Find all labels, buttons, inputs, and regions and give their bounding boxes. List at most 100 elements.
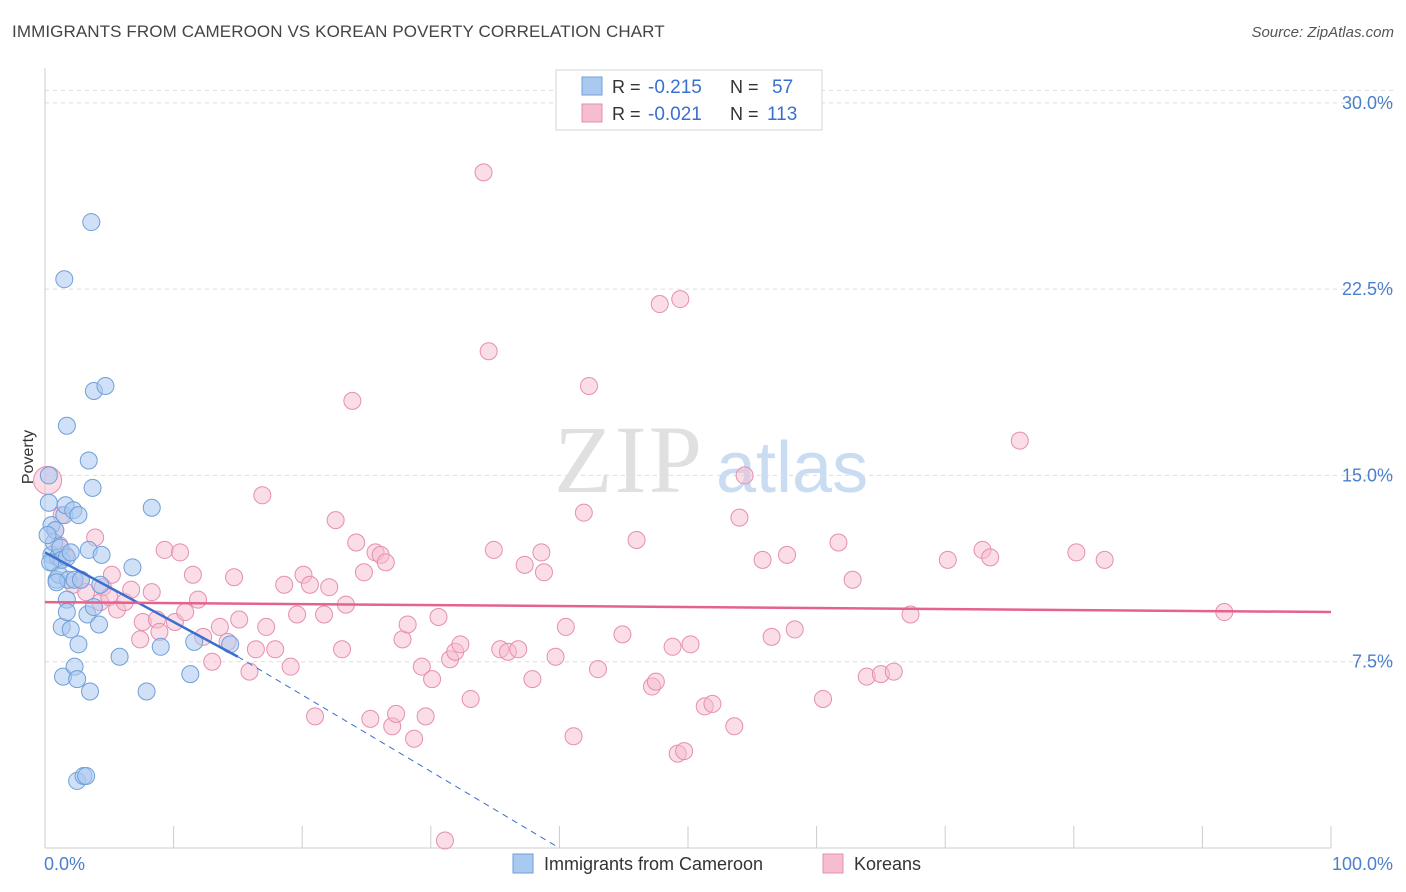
koreans-points: [33, 163, 1234, 850]
korean-point: [423, 670, 442, 689]
legend-n-label: N =: [730, 77, 759, 97]
cameroon-point: [110, 647, 129, 666]
korean-point: [210, 617, 229, 636]
korean-point: [981, 548, 1000, 567]
y-tick-label: 30.0%: [1342, 93, 1393, 113]
legend-r-label: R =: [612, 104, 641, 124]
legend-blue-swatch: [581, 76, 603, 96]
cameroon-point: [90, 615, 109, 634]
cameroon-point: [61, 620, 80, 639]
korean-point: [901, 605, 920, 624]
korean-point: [574, 503, 593, 522]
watermark-zip: ZIP: [554, 406, 704, 513]
korean-point: [484, 540, 503, 559]
korean-point: [1010, 431, 1029, 450]
korean-point: [451, 635, 470, 654]
cameroon-point: [39, 466, 58, 485]
korean-point: [671, 290, 690, 309]
korean-trend-line: [44, 600, 1332, 614]
chart-title: IMMIGRANTS FROM CAMEROON VS KOREAN POVER…: [12, 22, 665, 41]
korean-point: [225, 568, 244, 587]
trend-lines: [44, 551, 1332, 849]
korean-point: [663, 637, 682, 656]
korean-point: [306, 707, 325, 726]
korean-point: [102, 565, 121, 584]
korean-point: [829, 533, 848, 552]
x-tick-label: 100.0%: [1332, 854, 1393, 874]
korean-point: [183, 565, 202, 584]
y-tick-label: 7.5%: [1352, 652, 1393, 672]
korean-point: [405, 729, 424, 748]
cameroon-point: [69, 506, 88, 525]
legend-r-label: R =: [612, 77, 641, 97]
x-tick-label: 0.0%: [44, 854, 85, 874]
korean-point: [435, 831, 454, 850]
legend-r-value: -0.021: [648, 104, 702, 125]
korean-point: [429, 608, 448, 626]
korean-point: [361, 709, 380, 728]
cameroon-point: [57, 416, 76, 435]
cameroon-point: [151, 637, 170, 656]
korean-point: [1067, 543, 1086, 562]
cameroon-point: [61, 543, 80, 562]
korean-point: [155, 540, 174, 559]
korean-point: [412, 657, 431, 676]
x-tick-labels: 0.0% 100.0%: [44, 854, 1393, 874]
cameroon-point: [82, 213, 101, 232]
korean-point: [650, 295, 669, 314]
korean-point: [288, 605, 307, 624]
cameroon-point: [142, 498, 161, 517]
y-tick-labels: 7.5% 15.0% 22.5% 30.0%: [1342, 93, 1393, 672]
korean-point: [246, 640, 265, 659]
korean-point: [509, 640, 528, 659]
korean-point: [347, 533, 366, 552]
cameroon-trend-line: [44, 551, 239, 658]
bottom-legend-blue-swatch: [512, 853, 534, 874]
korean-point: [416, 707, 435, 726]
korean-point: [333, 640, 352, 659]
korean-point: [479, 342, 498, 361]
cameroon-point: [39, 493, 58, 512]
korean-point: [735, 466, 754, 485]
korean-point: [778, 545, 797, 564]
cameroon-trend-extension: [237, 656, 560, 849]
korean-point: [1095, 550, 1114, 569]
korean-point: [326, 511, 345, 530]
cameroon-point: [55, 270, 74, 289]
korean-point: [523, 670, 542, 689]
korean-point: [343, 391, 362, 410]
legend-n-value: 113: [767, 104, 797, 125]
y-tick-label: 22.5%: [1342, 279, 1393, 299]
y-axis-label: Poverty: [20, 430, 37, 484]
korean-point: [171, 543, 190, 562]
cameroon-point: [83, 478, 102, 497]
gridlines: [45, 89, 1393, 663]
cameroon-point: [69, 635, 88, 654]
source-label: Source: ZipAtlas.com: [1251, 24, 1394, 41]
korean-point: [253, 486, 272, 505]
korean-point: [257, 617, 276, 636]
cameroon-point: [96, 377, 115, 395]
korean-point: [681, 635, 700, 654]
korean-point: [588, 660, 607, 679]
korean-point: [315, 605, 334, 624]
axes: [44, 68, 1332, 849]
korean-point: [814, 689, 833, 708]
legend-r-value: -0.215: [648, 77, 702, 98]
korean-point: [613, 625, 632, 644]
y-tick-label: 15.0%: [1342, 465, 1393, 485]
stats-legend: R = -0.215 N = 57 R = -0.021 N = 113: [555, 69, 823, 131]
korean-point: [240, 662, 259, 681]
korean-point: [203, 652, 222, 671]
korean-point: [474, 163, 493, 182]
korean-point: [532, 543, 551, 562]
bottom-legend-cameroon: Immigrants from Cameroon: [544, 854, 763, 874]
korean-point: [646, 672, 665, 691]
cameroon-point: [81, 682, 100, 701]
legend-n-value: 57: [772, 77, 793, 98]
korean-point: [300, 575, 319, 594]
cameroon-point: [123, 558, 142, 577]
cameroon-point: [84, 598, 103, 617]
korean-point: [320, 578, 339, 597]
bottom-legend-koreans: Koreans: [854, 854, 921, 874]
